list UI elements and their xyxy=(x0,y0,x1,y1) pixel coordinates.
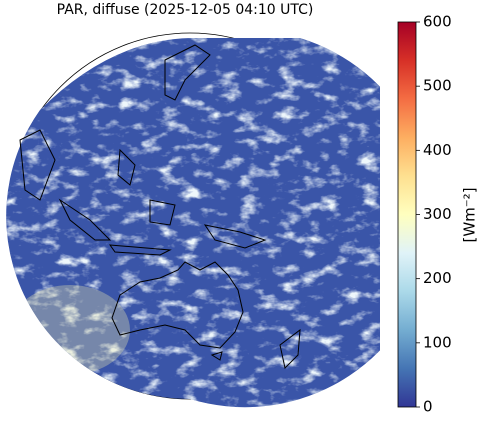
coastlines xyxy=(19,44,301,370)
colorbar-tick-label: 500 xyxy=(423,77,452,95)
map-title: PAR, diffuse (2025-12-05 04:10 UTC) xyxy=(57,2,314,18)
colorbar-tick-label: 200 xyxy=(423,269,452,287)
colorbar xyxy=(397,21,417,408)
colorbar-tick-label: 300 xyxy=(423,205,452,223)
colorbar-tick-label: 400 xyxy=(423,141,452,159)
colorbar-tick-label: 600 xyxy=(423,13,452,31)
colorbar-tick-label: 100 xyxy=(423,333,452,351)
colorbar-label: [Wm⁻²] xyxy=(461,187,479,242)
colorbar-tick-label: 0 xyxy=(423,398,433,416)
satellite-disk xyxy=(6,38,380,408)
